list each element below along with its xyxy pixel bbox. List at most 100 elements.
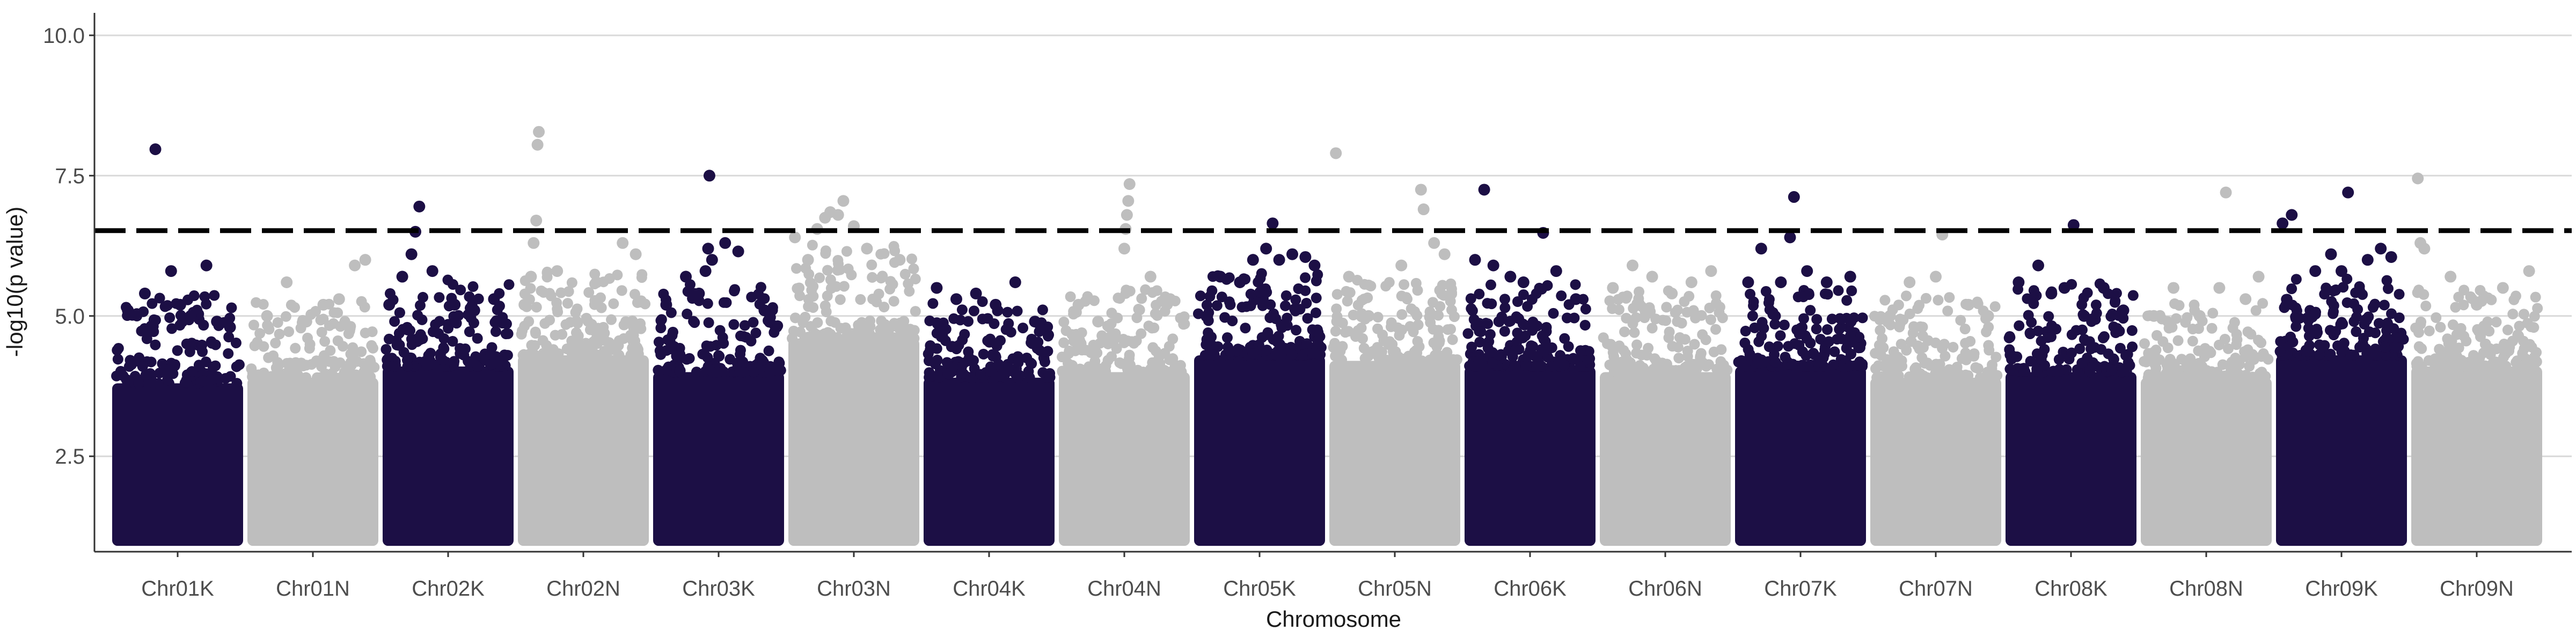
- x-axis-title: Chromosome: [1266, 606, 1401, 632]
- point: [2529, 311, 2540, 322]
- point: [758, 304, 771, 317]
- point: [1912, 340, 1923, 352]
- point: [684, 353, 695, 364]
- point: [866, 259, 877, 270]
- point: [2382, 283, 2394, 294]
- point: [2171, 313, 2182, 324]
- point: [418, 291, 429, 303]
- point: [1330, 326, 1341, 337]
- point: [1570, 293, 1582, 305]
- x-tick-label-Chr03N: Chr03N: [817, 577, 891, 601]
- point: [316, 326, 327, 338]
- point: [613, 340, 624, 351]
- point: [2523, 265, 2535, 277]
- point: [1138, 367, 1149, 378]
- dense-points-Chr09N: [2411, 366, 2542, 546]
- point: [141, 326, 152, 338]
- point: [2309, 265, 2322, 277]
- point: [807, 239, 818, 251]
- point: [2148, 310, 2160, 322]
- point: [2168, 282, 2179, 294]
- point: [552, 306, 564, 318]
- point: [1058, 317, 1070, 328]
- point: [1511, 336, 1523, 348]
- point: [2351, 326, 2362, 338]
- point: [590, 276, 603, 288]
- point: [1396, 324, 1408, 335]
- point: [925, 340, 936, 352]
- dense-points-Chr01N: [247, 377, 378, 546]
- point: [1469, 254, 1481, 266]
- point: [859, 333, 870, 344]
- point: [948, 313, 960, 324]
- point: [854, 321, 866, 332]
- point: [661, 364, 672, 376]
- point: [1569, 354, 1580, 365]
- point: [1854, 356, 1865, 368]
- point: [1486, 298, 1497, 310]
- point: [1811, 313, 1823, 325]
- point: [2323, 349, 2334, 361]
- point: [1474, 288, 1485, 299]
- point: [703, 170, 715, 182]
- point: [1717, 360, 1728, 371]
- point: [1044, 372, 1056, 383]
- point: [427, 326, 438, 338]
- dense-points-Chr04K: [924, 377, 1055, 546]
- point: [302, 332, 313, 343]
- point: [1435, 301, 1446, 312]
- point: [1211, 300, 1223, 311]
- point: [1253, 276, 1264, 288]
- point: [248, 319, 259, 331]
- point: [2287, 336, 2299, 348]
- point: [2114, 342, 2126, 354]
- point: [2244, 361, 2255, 372]
- point: [1627, 259, 1638, 272]
- point: [1504, 270, 1517, 283]
- point: [1122, 195, 1135, 207]
- point: [264, 324, 275, 335]
- point: [1553, 356, 1564, 367]
- point: [1446, 283, 1457, 295]
- point: [711, 340, 722, 351]
- point: [625, 349, 636, 361]
- point: [2514, 320, 2525, 332]
- point: [1163, 341, 1175, 352]
- point: [837, 195, 850, 207]
- point: [1770, 356, 1781, 368]
- point: [1036, 323, 1048, 334]
- point: [1914, 299, 1925, 311]
- point: [2176, 354, 2187, 365]
- point: [560, 319, 572, 330]
- x-tick-label-Chr05K: Chr05K: [1223, 577, 1296, 601]
- point: [147, 298, 158, 309]
- point: [2082, 352, 2093, 363]
- point: [349, 259, 361, 272]
- point: [286, 299, 297, 311]
- point: [261, 310, 273, 322]
- point: [2070, 325, 2082, 336]
- point: [714, 350, 725, 362]
- point: [2394, 312, 2405, 324]
- dense-points-Chr05N: [1329, 361, 1460, 546]
- point: [1254, 287, 1265, 298]
- point: [328, 318, 339, 329]
- point: [1784, 231, 1796, 244]
- point: [1396, 309, 1408, 320]
- point: [1775, 330, 1786, 341]
- point: [757, 355, 768, 366]
- point: [1755, 243, 1767, 255]
- dense-points-Chr04N: [1059, 372, 1190, 546]
- point: [502, 328, 514, 339]
- x-tick-label-Chr09N: Chr09N: [2440, 577, 2514, 601]
- point: [1520, 361, 1532, 372]
- point: [1121, 209, 1133, 221]
- point: [2518, 335, 2529, 347]
- point: [300, 316, 312, 328]
- point: [2011, 351, 2023, 362]
- point: [584, 349, 596, 361]
- point: [2326, 296, 2337, 307]
- point: [2108, 354, 2119, 365]
- point: [1330, 147, 1342, 159]
- point: [1823, 336, 1834, 347]
